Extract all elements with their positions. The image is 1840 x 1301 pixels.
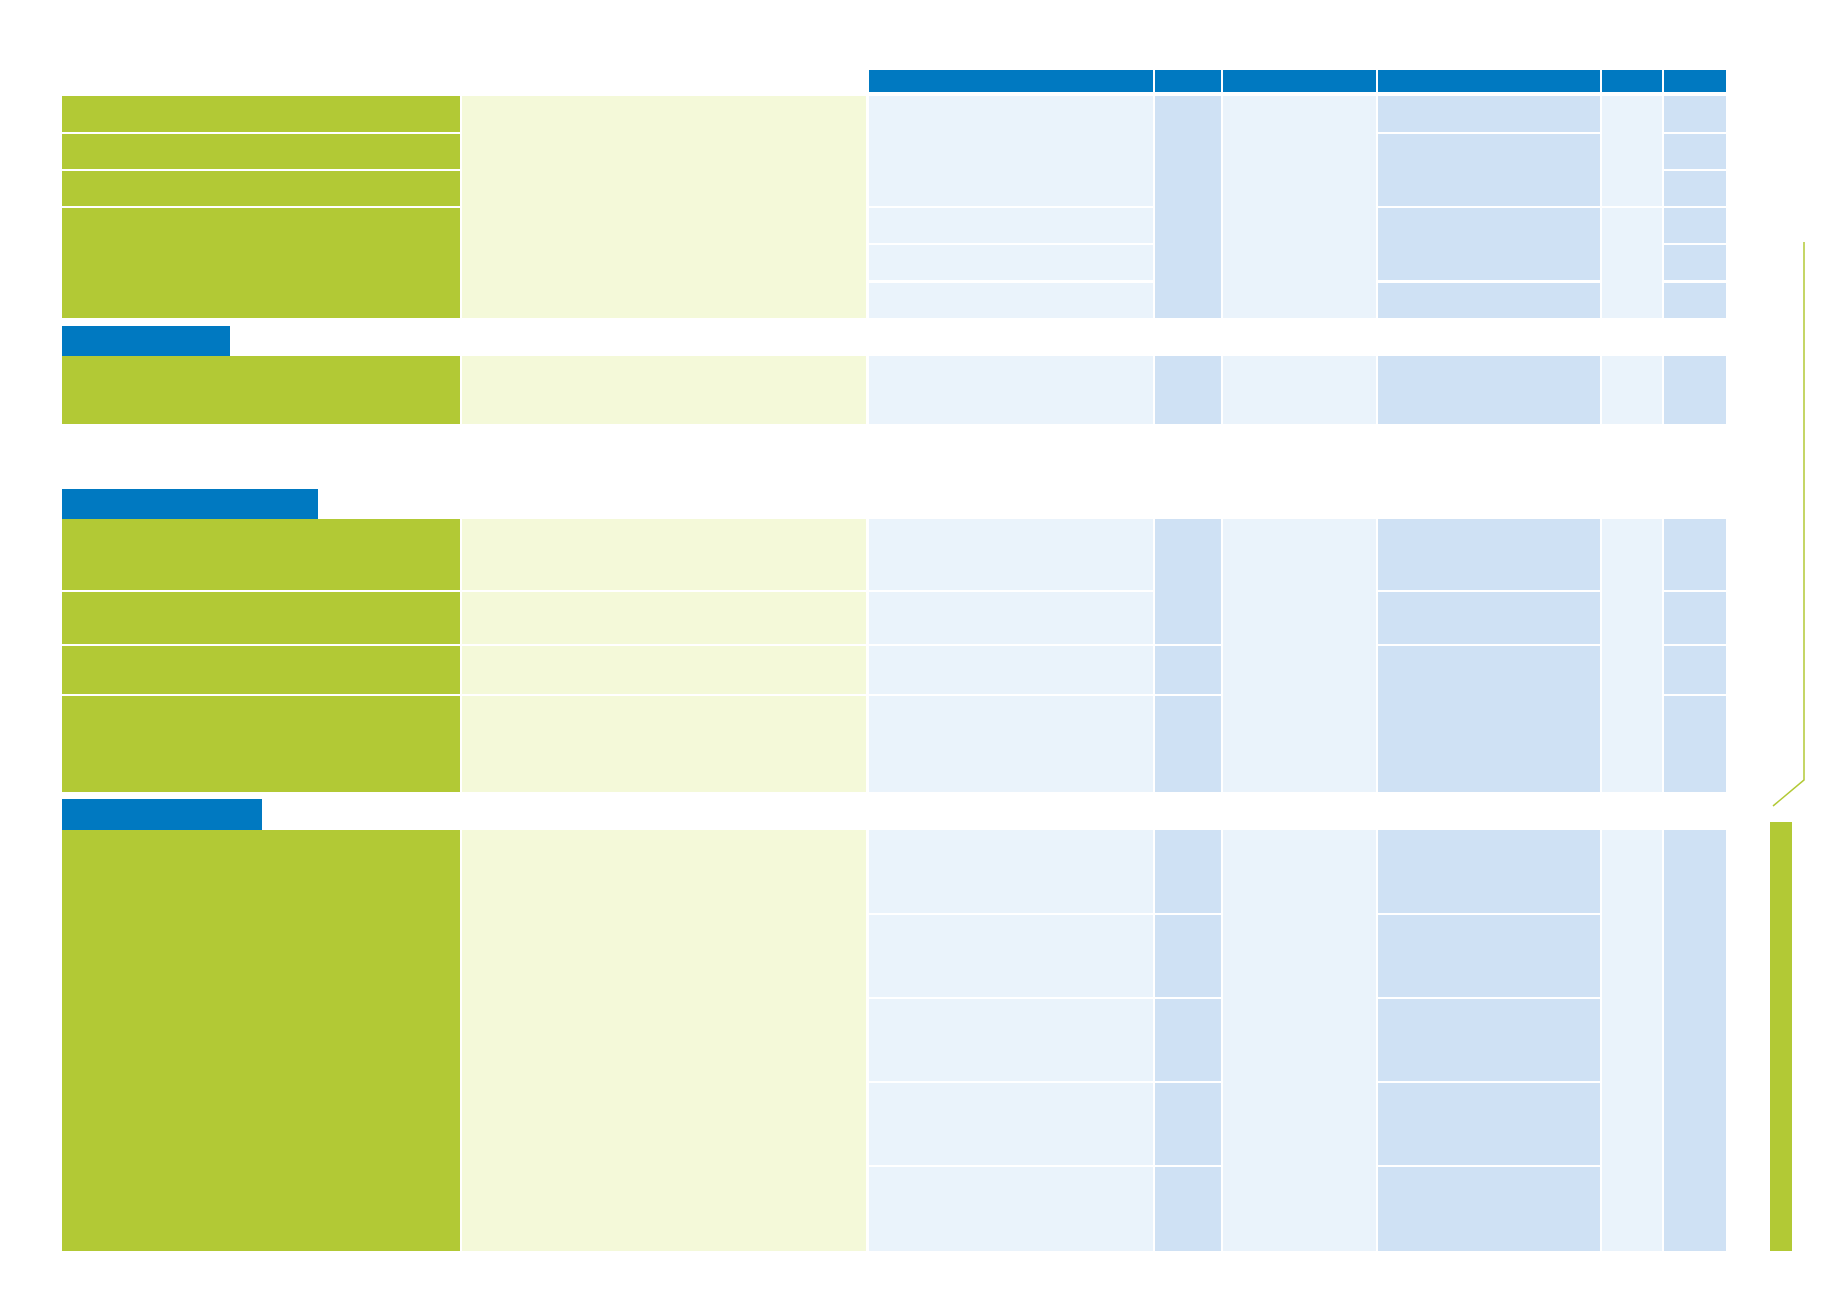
data-cell: [1602, 96, 1662, 206]
description-cell: [462, 646, 866, 694]
description-cell: [462, 696, 866, 792]
section-1-title: [62, 326, 230, 356]
description-cell: [462, 592, 866, 644]
data-cell: [1664, 592, 1726, 644]
data-cell: [869, 245, 1153, 280]
data-cell: [1223, 96, 1376, 318]
data-cell: [1602, 356, 1662, 424]
row-label-cell: [62, 830, 460, 1251]
data-cell: [869, 696, 1153, 792]
description-cell: [462, 356, 866, 424]
data-cell: [869, 283, 1153, 318]
data-cell: [1664, 356, 1726, 424]
data-cell: [869, 830, 1153, 913]
description-cell: [462, 96, 866, 318]
data-cell: [1602, 519, 1662, 792]
data-cell: [869, 1167, 1153, 1251]
data-cell: [1664, 283, 1726, 318]
data-cell: [1602, 208, 1662, 318]
data-cell: [1664, 646, 1726, 694]
data-cell: [869, 519, 1153, 590]
row-label-cell: [62, 519, 460, 590]
data-cell: [1155, 96, 1221, 318]
data-cell: [1155, 830, 1221, 913]
side-label: [1770, 822, 1790, 834]
data-cell: [869, 999, 1153, 1081]
data-cell: [1664, 519, 1726, 590]
column-header-1: [869, 70, 1153, 92]
column-header-6: [1664, 70, 1726, 92]
data-cell: [1664, 134, 1726, 169]
data-cell: [869, 592, 1153, 644]
data-cell: [1155, 646, 1221, 694]
data-cell: [1378, 519, 1600, 590]
data-cell: [1664, 696, 1726, 792]
row-label-cell: [62, 208, 460, 318]
data-cell: [1378, 96, 1600, 132]
data-cell: [1155, 1083, 1221, 1165]
data-cell: [1223, 830, 1376, 1251]
row-label-cell: [62, 134, 460, 169]
data-cell: [1223, 519, 1376, 792]
column-header-3: [1223, 70, 1376, 92]
data-cell: [1602, 830, 1662, 1251]
data-cell: [1223, 356, 1376, 424]
data-cell: [869, 646, 1153, 694]
data-cell: [1378, 1083, 1600, 1165]
data-cell: [1664, 96, 1726, 132]
column-header-2: [1155, 70, 1221, 92]
data-cell: [1378, 999, 1600, 1081]
data-cell: [1378, 208, 1600, 280]
description-cell: [462, 830, 866, 1251]
data-cell: [1378, 1167, 1600, 1251]
side-bar: [1770, 822, 1792, 1251]
data-cell: [1155, 696, 1221, 792]
data-cell: [869, 1083, 1153, 1165]
data-cell: [1155, 915, 1221, 997]
data-cell: [1378, 592, 1600, 644]
data-cell: [1155, 356, 1221, 424]
data-cell: [1664, 171, 1726, 206]
data-cell: [1155, 999, 1221, 1081]
column-header-5: [1602, 70, 1662, 92]
data-cell: [869, 915, 1153, 997]
section-2-title: [62, 489, 318, 519]
row-label-cell: [62, 592, 460, 644]
data-cell: [1378, 646, 1600, 792]
data-cell: [1155, 1167, 1221, 1251]
data-cell: [1664, 245, 1726, 280]
data-cell: [1378, 915, 1600, 997]
data-cell: [1378, 134, 1600, 206]
data-cell: [869, 96, 1153, 206]
row-label-cell: [62, 171, 460, 206]
data-cell: [1378, 830, 1600, 913]
row-label-cell: [62, 646, 460, 694]
row-label-cell: [62, 96, 460, 132]
data-cell: [869, 356, 1153, 424]
data-cell: [1664, 830, 1726, 1251]
column-header-4: [1378, 70, 1600, 92]
row-label-cell: [62, 696, 460, 792]
row-label-cell: [62, 356, 460, 424]
description-cell: [462, 519, 866, 590]
data-cell: [1155, 519, 1221, 644]
data-cell: [1378, 356, 1600, 424]
data-cell: [1664, 208, 1726, 243]
data-cell: [1378, 283, 1600, 318]
data-cell: [869, 208, 1153, 243]
section-3-title: [62, 799, 262, 830]
